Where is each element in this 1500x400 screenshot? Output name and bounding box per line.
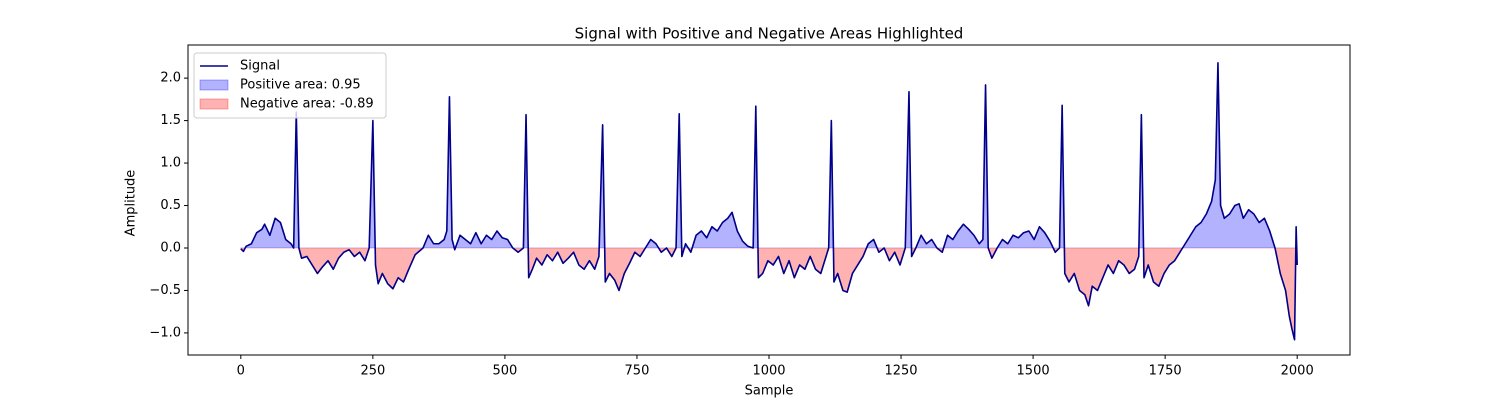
x-tick-label: 750 (625, 364, 650, 379)
legend-patch (199, 79, 229, 91)
legend-patch (199, 98, 229, 110)
x-tick-label: 0 (237, 364, 245, 379)
x-tick-label: 1000 (752, 364, 785, 379)
legend-label: Negative area: -0.89 (240, 97, 374, 112)
plot-frame (187, 44, 1351, 356)
legend: Signal Positive area: 0.95 Negative area: … (193, 52, 387, 119)
y-tick-label: −1.0 (149, 325, 181, 340)
y-axis-label: Amplitude (124, 170, 139, 237)
legend-box (193, 52, 387, 119)
x-tick-label: 1750 (1149, 364, 1182, 379)
negative-area (240, 247, 1298, 340)
y-tick-label: 1.0 (160, 156, 181, 171)
x-axis-label: Sample (745, 384, 794, 399)
y-tick-label: 0.5 (160, 198, 181, 213)
y-tick-label: −0.5 (149, 283, 181, 298)
x-tick-label: 250 (360, 364, 385, 379)
signal-line (240, 62, 1298, 341)
x-tick-label: 500 (492, 364, 517, 379)
legend-label: Signal (240, 59, 280, 74)
y-tick-label: 0.0 (160, 240, 181, 255)
x-tick-label: 1500 (1017, 364, 1050, 379)
x-tick-label: 1250 (884, 364, 917, 379)
x-tick-label: 2000 (1281, 364, 1314, 379)
y-tick-label: 2.0 (160, 71, 181, 86)
chart-title: Signal with Positive and Negative Areas … (575, 25, 964, 43)
positive-area (240, 62, 1298, 248)
y-tick-label: 1.5 (160, 113, 181, 128)
legend-label: Positive area: 0.95 (240, 78, 361, 93)
